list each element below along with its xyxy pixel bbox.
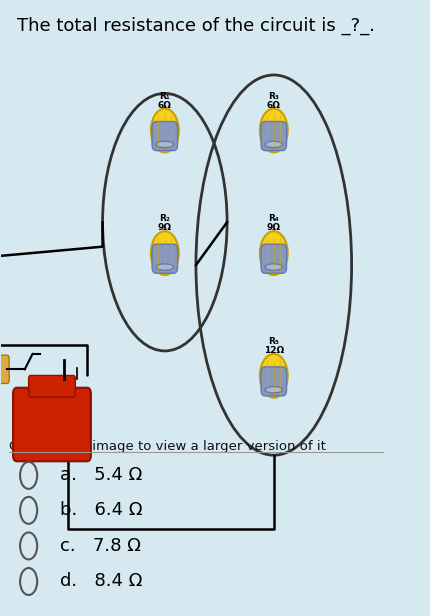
FancyBboxPatch shape [152,244,178,274]
Text: 6Ω: 6Ω [158,101,172,110]
Text: R₁: R₁ [160,92,170,100]
FancyBboxPatch shape [29,376,75,397]
Ellipse shape [265,264,283,270]
Text: R₂: R₂ [160,214,170,223]
Circle shape [260,231,288,275]
Ellipse shape [265,386,283,393]
Text: 6Ω: 6Ω [267,101,281,110]
Circle shape [260,108,288,152]
Text: a.   5.4 Ω: a. 5.4 Ω [60,466,142,484]
Text: The total resistance of the circuit is _?_.: The total resistance of the circuit is _… [17,17,375,35]
FancyBboxPatch shape [261,121,286,150]
Ellipse shape [265,141,283,148]
Circle shape [260,354,288,398]
Ellipse shape [156,141,174,148]
Text: R₃: R₃ [268,92,279,100]
Text: R₅: R₅ [268,337,279,346]
FancyBboxPatch shape [0,355,9,383]
Text: R₄: R₄ [268,214,279,223]
FancyBboxPatch shape [261,244,286,274]
Text: 9Ω: 9Ω [158,224,172,232]
Text: d.   8.4 Ω: d. 8.4 Ω [60,572,142,591]
Circle shape [151,108,179,152]
Text: 12Ω: 12Ω [264,346,284,355]
Circle shape [151,231,179,275]
Text: Click on the image to view a larger version of it: Click on the image to view a larger vers… [9,440,326,453]
Text: b.   6.4 Ω: b. 6.4 Ω [60,501,142,519]
FancyBboxPatch shape [261,367,286,396]
Text: 9Ω: 9Ω [267,224,281,232]
FancyBboxPatch shape [152,121,178,150]
FancyBboxPatch shape [13,387,91,461]
Text: c.   7.8 Ω: c. 7.8 Ω [60,537,141,555]
Ellipse shape [156,264,174,270]
